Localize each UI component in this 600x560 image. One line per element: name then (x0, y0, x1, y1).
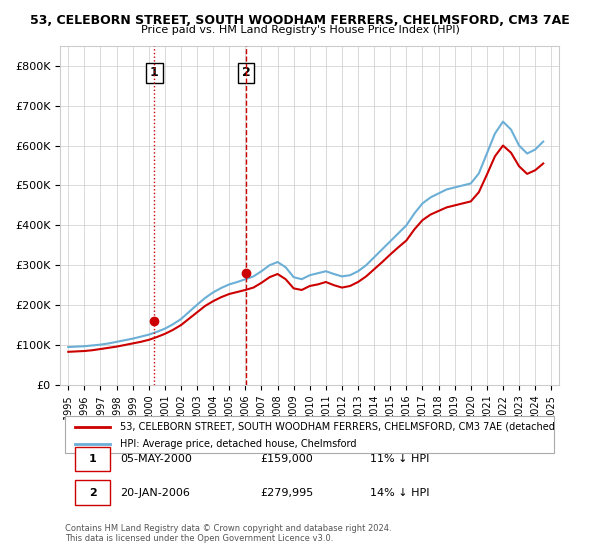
Text: 14% ↓ HPI: 14% ↓ HPI (370, 488, 429, 498)
FancyBboxPatch shape (75, 480, 110, 505)
Text: HPI: Average price, detached house, Chelmsford: HPI: Average price, detached house, Chel… (120, 438, 356, 449)
Text: 2: 2 (242, 67, 251, 80)
FancyBboxPatch shape (65, 416, 554, 452)
Text: 11% ↓ HPI: 11% ↓ HPI (370, 454, 429, 464)
Text: Contains HM Land Registry data © Crown copyright and database right 2024.
This d: Contains HM Land Registry data © Crown c… (65, 524, 392, 543)
Text: £159,000: £159,000 (260, 454, 313, 464)
Text: 53, CELEBORN STREET, SOUTH WOODHAM FERRERS, CHELMSFORD, CM3 7AE: 53, CELEBORN STREET, SOUTH WOODHAM FERRE… (30, 14, 570, 27)
Text: 20-JAN-2006: 20-JAN-2006 (120, 488, 190, 498)
Text: 2: 2 (89, 488, 97, 498)
Text: 1: 1 (89, 454, 97, 464)
Text: 1: 1 (150, 67, 159, 80)
Text: 05-MAY-2000: 05-MAY-2000 (120, 454, 192, 464)
Text: 53, CELEBORN STREET, SOUTH WOODHAM FERRERS, CHELMSFORD, CM3 7AE (detached: 53, CELEBORN STREET, SOUTH WOODHAM FERRE… (120, 422, 555, 432)
Text: £279,995: £279,995 (260, 488, 313, 498)
Text: Price paid vs. HM Land Registry's House Price Index (HPI): Price paid vs. HM Land Registry's House … (140, 25, 460, 35)
FancyBboxPatch shape (75, 446, 110, 472)
